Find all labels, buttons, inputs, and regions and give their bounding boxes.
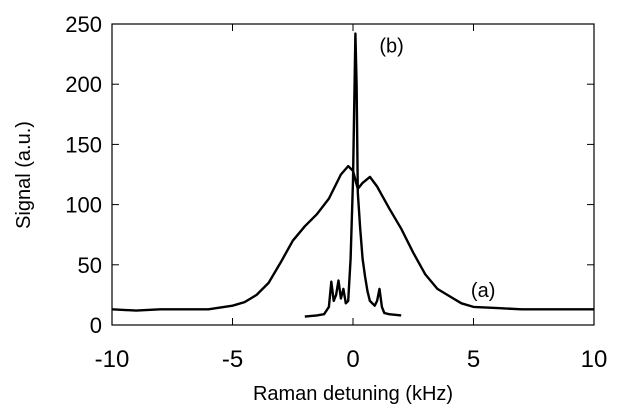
x-axis-label: Raman detuning (kHz) [253,383,453,405]
plot-frame [111,23,595,326]
x-tick-label: 5 [467,346,480,373]
series-line-b [304,32,402,318]
series-group [111,32,594,318]
y-tick-label: 50 [78,253,102,278]
y-tick-label: 250 [65,12,102,37]
x-tick-label: 0 [346,346,359,373]
x-tick-labels: -10 -5 0 5 10 [95,346,608,373]
x-tick-label: 10 [581,346,608,373]
y-tick-label: 100 [65,193,102,218]
y-axis-label: Signal (a.u.) [13,121,35,229]
x-tick-label: -10 [95,346,130,373]
annotations: (a) (b) [379,36,495,302]
annotation-label: (a) [471,280,495,302]
y-tick-label: 150 [65,132,102,157]
annotation-label: (b) [379,36,403,58]
series-line-a [111,164,594,312]
y-tick-label: 0 [90,313,102,338]
y-tick-labels: 0 50 100 150 200 250 [65,12,102,338]
y-tick-label: 200 [65,72,102,97]
x-tick-label: -5 [222,346,243,373]
